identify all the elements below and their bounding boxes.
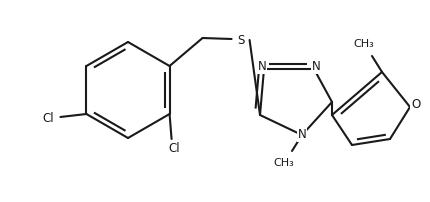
Text: CH₃: CH₃ bbox=[273, 158, 295, 168]
Text: S: S bbox=[237, 34, 244, 46]
Text: N: N bbox=[298, 128, 306, 141]
Text: CH₃: CH₃ bbox=[353, 39, 375, 49]
Text: N: N bbox=[312, 61, 320, 74]
Text: N: N bbox=[258, 61, 266, 74]
Text: O: O bbox=[412, 99, 421, 112]
Text: Cl: Cl bbox=[43, 113, 54, 125]
Text: Cl: Cl bbox=[169, 142, 180, 156]
